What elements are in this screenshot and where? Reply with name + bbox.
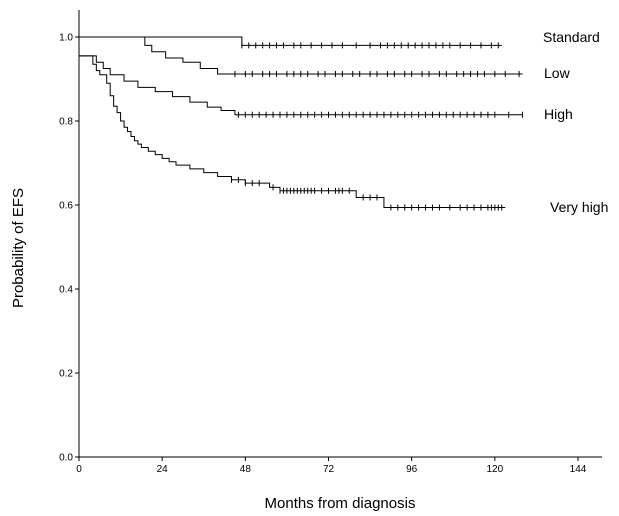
- series-label-low: Low: [544, 65, 571, 81]
- curve-high: [79, 55, 523, 116]
- y-ticks: 0.0 0.2 0.4 0.6 0.8 1.0: [59, 33, 79, 464]
- x-axis-title: Months from diagnosis: [265, 495, 416, 512]
- curve-very-high: [79, 55, 506, 209]
- curve-standard: [79, 36, 502, 46]
- x-tick-label: 96: [406, 464, 418, 475]
- curves: [79, 36, 523, 209]
- axes: [78, 10, 602, 458]
- x-tick-label: 24: [157, 464, 169, 475]
- x-tick-label: 144: [570, 464, 587, 475]
- curve-low: [79, 36, 523, 75]
- series-label-standard: Standard: [543, 29, 600, 45]
- x-tick-label: 120: [486, 464, 503, 475]
- x-tick-label: 48: [240, 464, 252, 475]
- x-tick-label: 0: [76, 464, 82, 475]
- y-tick-label: 0.0: [59, 453, 73, 464]
- y-axis-title: Probability of EFS: [10, 188, 27, 308]
- y-tick-label: 0.8: [59, 117, 73, 128]
- series-labels: Standard Low High Very high: [543, 29, 608, 215]
- y-tick-label: 0.4: [59, 285, 73, 296]
- y-tick-label: 0.2: [59, 369, 73, 380]
- series-label-high: High: [544, 106, 573, 122]
- series-label-very-high: Very high: [550, 199, 608, 215]
- x-tick-label: 72: [323, 464, 335, 475]
- x-ticks: 0 24 48 72 96 120 144: [76, 457, 587, 475]
- y-tick-label: 0.6: [59, 201, 73, 212]
- censor-marks: [230, 42, 524, 211]
- y-tick-label: 1.0: [59, 33, 73, 44]
